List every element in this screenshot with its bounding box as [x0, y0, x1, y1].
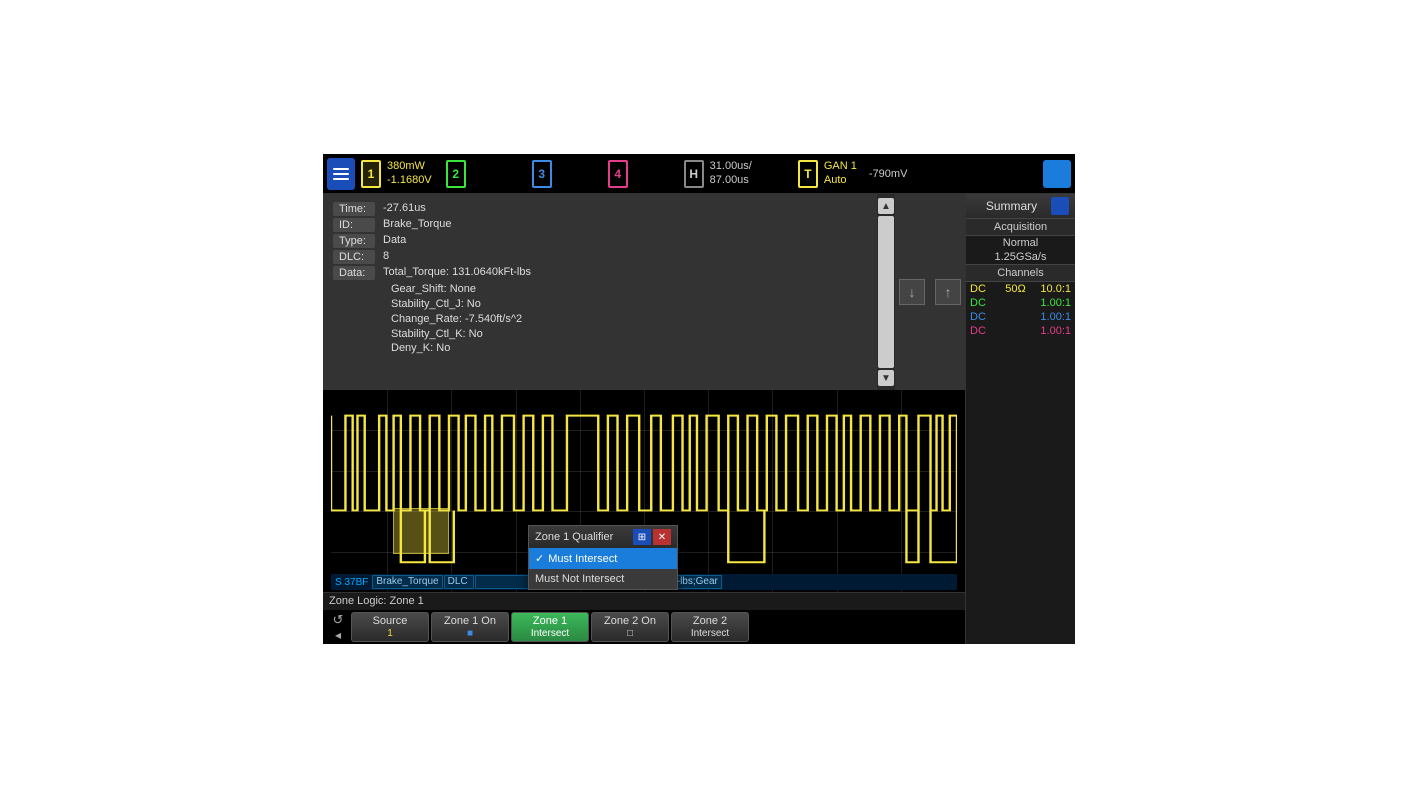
- trigger-level: -790mV: [869, 168, 908, 180]
- softkey-label: Zone 2: [693, 615, 727, 627]
- h-position: 87.00us: [710, 174, 752, 187]
- trigger-info: GAN 1 Auto: [824, 160, 857, 186]
- softkey-zone2-intersect[interactable]: Zone 2 Intersect: [671, 612, 749, 642]
- channel-row: DC1.00:1: [966, 324, 1075, 338]
- channel-2-button[interactable]: 2: [446, 160, 466, 188]
- softkey-label: Source: [373, 615, 408, 627]
- trigger-button[interactable]: T: [798, 160, 818, 188]
- decode-dlc: 8: [383, 250, 389, 262]
- decode-type: Data: [383, 234, 406, 246]
- acquisition-mode: Normal: [966, 236, 1075, 250]
- summary-title: Summary: [972, 199, 1051, 213]
- panel-settings-icon[interactable]: [1051, 197, 1069, 215]
- main-content: ⊞ ✕ Time: -27.61us ID: Brake_Torque Type: D…: [323, 194, 1075, 644]
- decode-data-line: Change_Rate: -7.540ft/s^2: [391, 312, 867, 327]
- horizontal-info: 31.00us/ 87.00us: [710, 160, 752, 186]
- decode-data-list: Gear_Shift: None Stability_Ctl_J: No Cha…: [391, 282, 867, 356]
- softkey-label: Zone 2 On: [604, 615, 656, 627]
- close-icon[interactable]: ✕: [653, 529, 671, 545]
- decode-type-label: Type:: [333, 234, 375, 248]
- decode-nav: ↓ ↑: [895, 194, 965, 390]
- decode-data-line: Deny_K: No: [391, 341, 867, 356]
- softkey-zone1-on[interactable]: Zone 1 On ■: [431, 612, 509, 642]
- trigger-mode: Auto: [824, 174, 857, 187]
- horizontal-button[interactable]: H: [684, 160, 704, 188]
- softkey-checkbox: ■: [467, 628, 473, 639]
- acquisition-title: Acquisition: [966, 218, 1075, 236]
- decode-time-label: Time:: [333, 202, 375, 216]
- decode-data-label: Data:: [333, 266, 375, 280]
- decode-seg: Brake_Torque: [372, 575, 442, 589]
- summary-panel: Summary Acquisition Normal 1.25GSa/s Cha…: [965, 194, 1075, 644]
- softkey-bar: ↺ ◂ Source 1 Zone 1 On ■ Zone 1 Intersec…: [323, 610, 965, 644]
- reload-icon[interactable]: ↺: [333, 612, 344, 628]
- left-column: ⊞ ✕ Time: -27.61us ID: Brake_Torque Type: D…: [323, 194, 965, 644]
- decode-data-first: Total_Torque: 131.0640kFt-lbs: [383, 266, 531, 278]
- back-arrow-icon[interactable]: ◂: [335, 628, 341, 642]
- zone-1-rect[interactable]: [393, 508, 449, 554]
- waveform-area[interactable]: S 37BF Brake_Torque DLC 0640kFt-lbs;Gear…: [323, 390, 965, 592]
- zone-logic-bar: Zone Logic: Zone 1: [323, 592, 965, 610]
- decode-data-line: Gear_Shift: None: [391, 282, 867, 297]
- channel-1-info: 380mW -1.1680V: [387, 160, 432, 186]
- decode-data-line: Stability_Ctl_J: No: [391, 297, 867, 312]
- decode-panel: Time:-27.61us ID:Brake_Torque Type:Data …: [323, 194, 965, 390]
- softkey-value: 1: [387, 628, 393, 639]
- softkey-checkbox: □: [627, 628, 633, 639]
- scroll-up-icon[interactable]: ▲: [878, 198, 894, 214]
- softkey-value: Intersect: [531, 628, 569, 639]
- softkey-zone1-intersect[interactable]: Zone 1 Intersect: [511, 612, 589, 642]
- softkey-zone2-on[interactable]: Zone 2 On □: [591, 612, 669, 642]
- popup-option-must-intersect[interactable]: Must Intersect: [529, 548, 677, 569]
- scroll-track[interactable]: [878, 216, 894, 368]
- channel-1-button[interactable]: 1: [361, 160, 381, 188]
- ch1-voltage-offset: -1.1680V: [387, 174, 432, 187]
- channel-3-button[interactable]: 3: [532, 160, 552, 188]
- channel-row: DC50Ω10.0:1: [966, 282, 1075, 296]
- decode-id-label: ID:: [333, 218, 375, 232]
- decode-strip-leading: S 37BF: [331, 577, 372, 588]
- softkey-label: Zone 1 On: [444, 615, 496, 627]
- decode-time: -27.61us: [383, 202, 426, 214]
- summary-header[interactable]: Summary: [966, 194, 1075, 218]
- channel-row: DC1.00:1: [966, 296, 1075, 310]
- display-mode-icon[interactable]: [1043, 160, 1071, 188]
- nav-up-button[interactable]: ↑: [935, 279, 961, 305]
- decode-content: Time:-27.61us ID:Brake_Torque Type:Data …: [323, 194, 877, 390]
- back-nav[interactable]: ↺ ◂: [327, 612, 349, 642]
- popup-titlebar[interactable]: Zone 1 Qualifier ⊞ ✕: [529, 526, 677, 548]
- decode-seg: DLC: [444, 575, 474, 589]
- trigger-gan: GAN: [824, 160, 848, 172]
- top-bar: 1 380mW -1.1680V 2 3 4 H 31.00us/ 87.00u…: [323, 154, 1075, 194]
- softkey-source[interactable]: Source 1: [351, 612, 429, 642]
- trigger-gan-n: 1: [851, 160, 857, 172]
- channel-4-button[interactable]: 4: [608, 160, 628, 188]
- acquisition-rate: 1.25GSa/s: [966, 250, 1075, 264]
- popup-title: Zone 1 Qualifier: [535, 531, 631, 543]
- decode-data-line: Stability_Ctl_K: No: [391, 327, 867, 342]
- scroll-down-icon[interactable]: ▼: [878, 370, 894, 386]
- softkey-value: Intersect: [691, 628, 729, 639]
- expand-icon[interactable]: ⊞: [633, 529, 651, 545]
- zone-qualifier-popup: Zone 1 Qualifier ⊞ ✕ Must Intersect Must…: [528, 525, 678, 590]
- channel-row: DC1.00:1: [966, 310, 1075, 324]
- softkey-label: Zone 1: [533, 615, 567, 627]
- popup-option-must-not-intersect[interactable]: Must Not Intersect: [529, 569, 677, 589]
- oscilloscope-app: 1 380mW -1.1680V 2 3 4 H 31.00us/ 87.00u…: [323, 154, 1075, 644]
- decode-id: Brake_Torque: [383, 218, 452, 230]
- channels-title: Channels: [966, 264, 1075, 282]
- h-timebase: 31.00us/: [710, 160, 752, 173]
- menu-icon[interactable]: [327, 158, 355, 190]
- ch1-voltage-top: 380mW: [387, 160, 432, 173]
- decode-scrollbar[interactable]: ▲ ▼: [877, 194, 895, 390]
- decode-dlc-label: DLC:: [333, 250, 375, 264]
- nav-down-button[interactable]: ↓: [899, 279, 925, 305]
